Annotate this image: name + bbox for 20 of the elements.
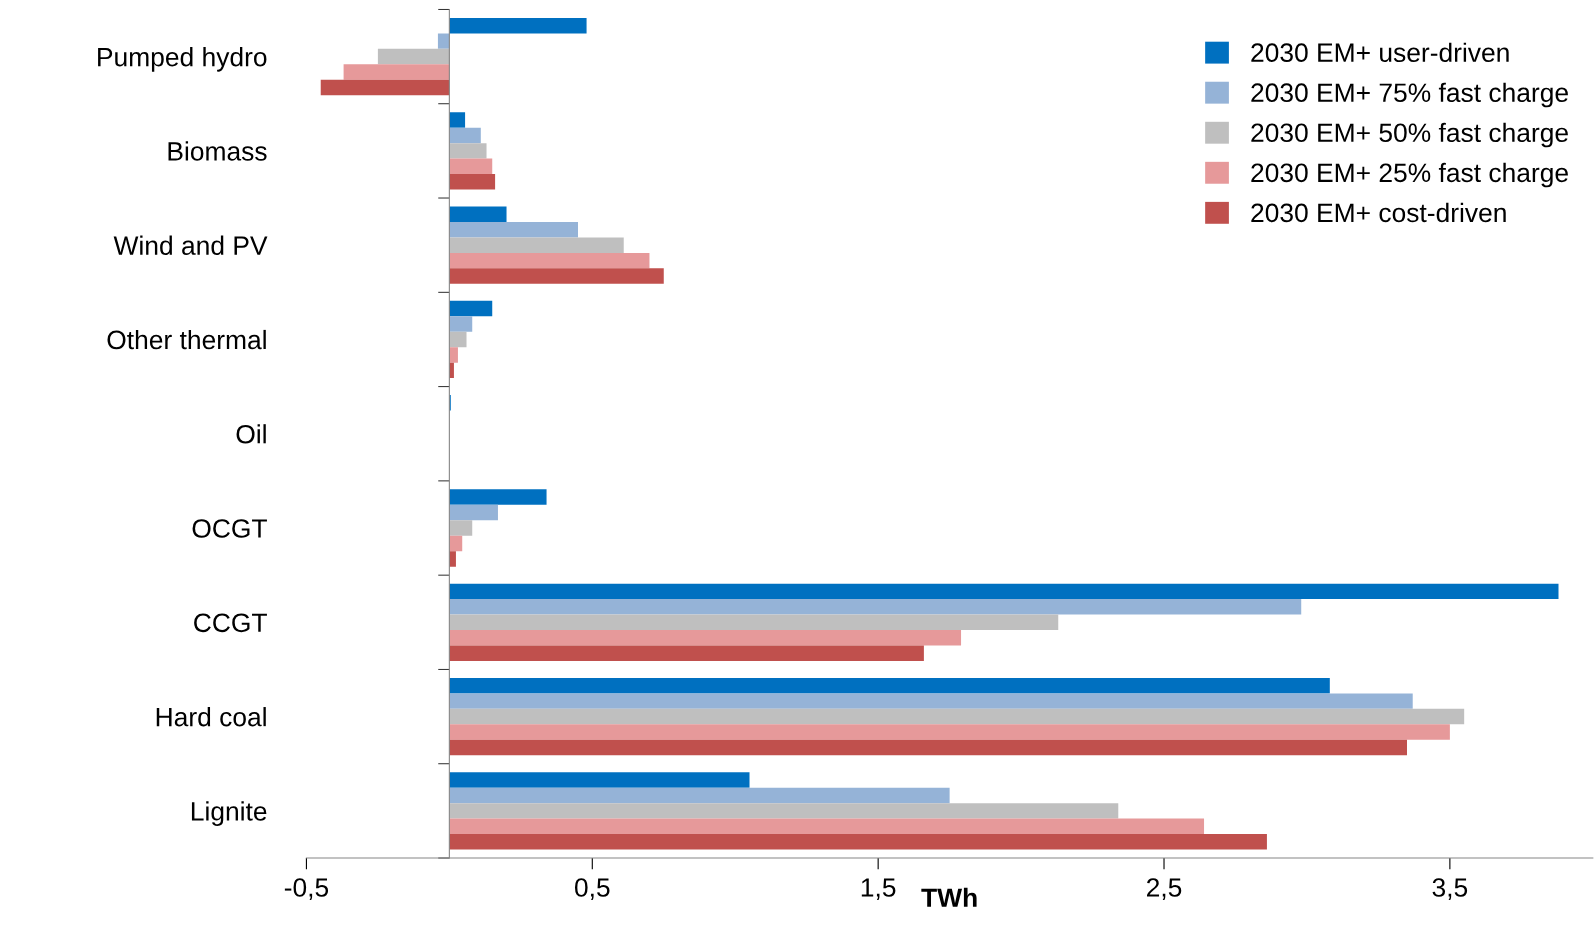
y-tick-label: Lignite — [191, 801, 267, 826]
legend-label: 2030 EM+ 75% fast charge — [1251, 82, 1568, 108]
x-axis-title: TWh — [921, 887, 977, 907]
y-tick-label: Hard coal — [156, 707, 266, 727]
x-tick-label: 2,5 — [1147, 878, 1182, 900]
legend-label: 2030 EM+ user-driven — [1251, 42, 1509, 63]
x-tick-label: -0,5 — [284, 878, 329, 900]
legend-label: 2030 EM+ 25% fast charge — [1251, 162, 1568, 188]
legend-label: 2030 EM+ cost-driven — [1251, 202, 1506, 223]
y-tick-label: Other thermal — [107, 329, 266, 350]
y-tick-label: Wind and PV — [113, 235, 268, 255]
y-tick-label: Pumped hydro — [98, 47, 267, 72]
y-tick-label: OCGT — [192, 519, 267, 538]
legend-label: 2030 EM+ 50% fast charge — [1251, 122, 1568, 148]
y-tick-label: Biomass — [168, 141, 267, 161]
x-tick-label: 1,5 — [861, 878, 896, 900]
x-tick-label: 0,5 — [574, 878, 610, 900]
y-tick-label: Oil — [236, 424, 266, 444]
x-tick-label: 3,5 — [1432, 878, 1468, 900]
y-tick-label: CCGT — [194, 613, 267, 633]
